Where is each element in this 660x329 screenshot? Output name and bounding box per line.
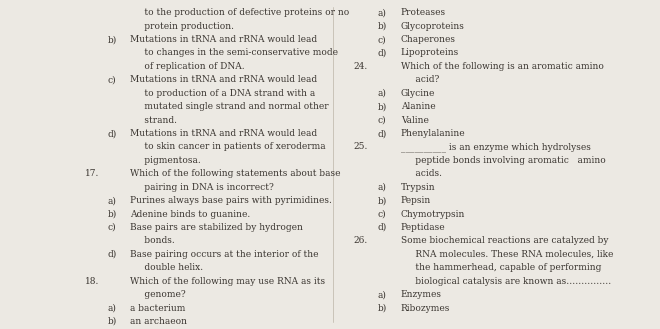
Text: RNA molecules. These RNA molecules, like: RNA molecules. These RNA molecules, like (401, 250, 613, 259)
Text: to skin cancer in patients of xeroderma: to skin cancer in patients of xeroderma (130, 142, 325, 151)
Text: bonds.: bonds. (130, 237, 175, 245)
Text: b): b) (378, 196, 387, 205)
Text: Glycoproteins: Glycoproteins (401, 22, 465, 31)
Text: to the production of defective proteins or no: to the production of defective proteins … (130, 8, 349, 17)
Text: b): b) (378, 304, 387, 313)
Text: Phenylalanine: Phenylalanine (401, 129, 465, 138)
Text: c): c) (378, 115, 386, 125)
Text: the hammerhead, capable of performing: the hammerhead, capable of performing (401, 263, 601, 272)
Text: Base pairing occurs at the interior of the: Base pairing occurs at the interior of t… (130, 250, 319, 259)
Text: d): d) (108, 129, 117, 138)
Text: c): c) (108, 75, 116, 84)
Text: Base pairs are stabilized by hydrogen: Base pairs are stabilized by hydrogen (130, 223, 303, 232)
Text: d): d) (108, 250, 117, 259)
Text: to production of a DNA strand with a: to production of a DNA strand with a (130, 89, 315, 98)
Text: acids.: acids. (401, 169, 442, 178)
Text: Adenine binds to guanine.: Adenine binds to guanine. (130, 210, 250, 218)
Text: Mutations in tRNA and rRNA would lead: Mutations in tRNA and rRNA would lead (130, 35, 317, 44)
Text: d): d) (378, 223, 387, 232)
Text: Ribozymes: Ribozymes (401, 304, 450, 313)
Text: 24.: 24. (353, 62, 368, 71)
Text: b): b) (378, 102, 387, 111)
Text: a): a) (108, 196, 116, 205)
Text: Chymotrypsin: Chymotrypsin (401, 210, 465, 218)
Text: a): a) (108, 304, 116, 313)
Text: to changes in the semi-conservative mode: to changes in the semi-conservative mode (130, 48, 338, 58)
Text: 17.: 17. (84, 169, 99, 178)
Text: acid?: acid? (401, 75, 439, 84)
Text: 18.: 18. (84, 277, 99, 286)
Text: Valine: Valine (401, 115, 428, 125)
Text: a bacterium: a bacterium (130, 304, 185, 313)
Text: Alanine: Alanine (401, 102, 435, 111)
Text: c): c) (108, 223, 116, 232)
Text: b): b) (108, 210, 117, 218)
Text: Trypsin: Trypsin (401, 183, 435, 192)
Text: Chaperones: Chaperones (401, 35, 455, 44)
Text: b): b) (108, 317, 117, 326)
Text: mutated single strand and normal other: mutated single strand and normal other (130, 102, 329, 111)
Text: b): b) (108, 35, 117, 44)
Text: pairing in DNA is incorrect?: pairing in DNA is incorrect? (130, 183, 274, 192)
Text: double helix.: double helix. (130, 263, 203, 272)
Text: pigmentosa.: pigmentosa. (130, 156, 201, 165)
Text: Lipoproteins: Lipoproteins (401, 48, 459, 58)
Text: Purines always base pairs with pyrimidines.: Purines always base pairs with pyrimidin… (130, 196, 332, 205)
Text: peptide bonds involving aromatic   amino: peptide bonds involving aromatic amino (401, 156, 605, 165)
Text: Mutations in tRNA and rRNA would lead: Mutations in tRNA and rRNA would lead (130, 75, 317, 84)
Text: b): b) (378, 22, 387, 31)
Text: Some biochemical reactions are catalyzed by: Some biochemical reactions are catalyzed… (401, 237, 608, 245)
Text: Proteases: Proteases (401, 8, 446, 17)
Text: c): c) (378, 210, 386, 218)
Text: Enzymes: Enzymes (401, 290, 442, 299)
Text: genome?: genome? (130, 290, 185, 299)
Text: d): d) (378, 48, 387, 58)
Text: Mutations in tRNA and rRNA would lead: Mutations in tRNA and rRNA would lead (130, 129, 317, 138)
Text: 26.: 26. (353, 237, 368, 245)
Text: Peptidase: Peptidase (401, 223, 446, 232)
Text: biological catalysis are known as……………: biological catalysis are known as…………… (401, 277, 611, 286)
Text: of replication of DNA.: of replication of DNA. (130, 62, 245, 71)
Text: c): c) (378, 35, 386, 44)
Text: 25.: 25. (353, 142, 368, 151)
Text: Which of the following may use RNA as its: Which of the following may use RNA as it… (130, 277, 325, 286)
Text: a): a) (378, 290, 386, 299)
Text: Which of the following is an aromatic amino: Which of the following is an aromatic am… (401, 62, 603, 71)
Text: __________ is an enzyme which hydrolyses: __________ is an enzyme which hydrolyses (401, 142, 591, 152)
Text: d): d) (378, 129, 387, 138)
Text: Which of the following statements about base: Which of the following statements about … (130, 169, 341, 178)
Text: protein production.: protein production. (130, 22, 234, 31)
Text: a): a) (378, 183, 386, 192)
Text: a): a) (378, 8, 386, 17)
Text: an archaeon: an archaeon (130, 317, 187, 326)
Text: strand.: strand. (130, 115, 177, 125)
Text: Pepsin: Pepsin (401, 196, 431, 205)
Text: Glycine: Glycine (401, 89, 435, 98)
Text: a): a) (378, 89, 386, 98)
